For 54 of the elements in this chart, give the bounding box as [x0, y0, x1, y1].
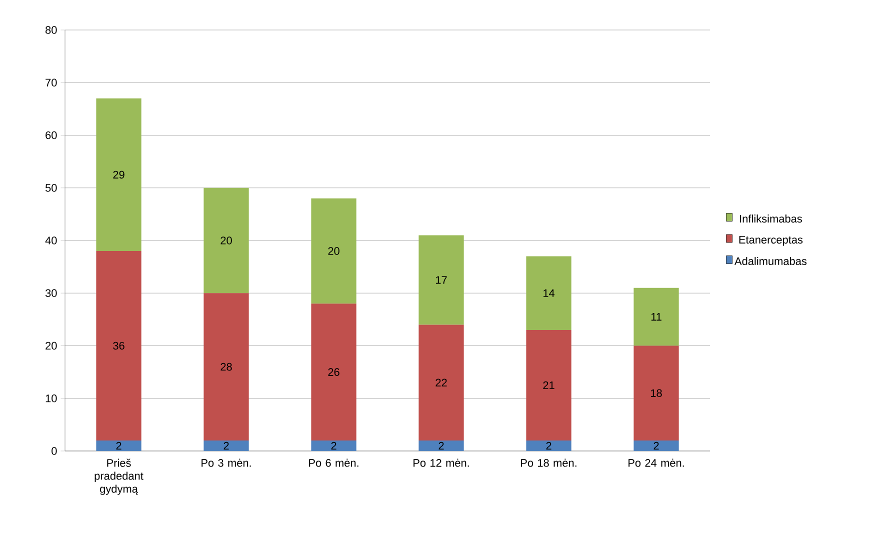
y-tick-label: 60: [46, 131, 57, 140]
legend-label: Infliksimabas: [740, 214, 802, 223]
x-tick-label: Po 3 mėn.: [202, 458, 251, 467]
bar: [311, 198, 356, 304]
data-label: 2: [224, 442, 229, 450]
bar: [96, 440, 142, 451]
x-tick-label: Po 12 mėn.: [414, 458, 469, 467]
bar: [418, 324, 464, 440]
bar: [204, 440, 249, 451]
bar: [526, 256, 572, 330]
y-tick-label: 70: [46, 78, 57, 86]
bar: [418, 235, 464, 325]
x-tick-label: Prieš pradedant gydymą: [94, 458, 144, 495]
legend-label: Etanerceptas: [739, 236, 803, 246]
y-tick-label: 40: [45, 236, 57, 244]
data-label: 21: [543, 381, 554, 390]
data-label: 2: [654, 442, 659, 450]
x-tick-label: Po 18 mėn.: [521, 458, 576, 467]
data-label: 17: [436, 276, 447, 284]
bar: [418, 440, 464, 451]
y-tick-label: 0: [52, 447, 57, 455]
data-label: 2: [331, 442, 336, 450]
bar: [526, 440, 572, 451]
bar: [204, 188, 249, 294]
bar: [96, 98, 142, 252]
data-label: 2: [546, 442, 552, 450]
data-label: 20: [328, 247, 340, 255]
data-label: 36: [113, 342, 124, 350]
data-label: 28: [220, 362, 232, 371]
y-tick-label: 80: [46, 26, 57, 34]
bar: [311, 440, 356, 451]
data-label: 18: [650, 389, 662, 397]
x-tick-label: Po 24 mėn.: [628, 458, 684, 467]
data-label: 29: [113, 170, 124, 179]
bar: [526, 330, 572, 440]
bar: [96, 251, 142, 440]
bar: [634, 288, 679, 346]
bar: [311, 304, 356, 440]
bar: [204, 293, 249, 440]
bar: [634, 440, 679, 451]
data-label: 2: [116, 442, 122, 450]
legend-label: Adalimumabas: [734, 256, 807, 266]
data-label: 2: [438, 442, 444, 450]
data-label: 22: [436, 378, 447, 386]
bar: [634, 346, 679, 440]
data-label: 14: [543, 289, 555, 297]
y-tick-label: 30: [45, 289, 57, 297]
y-tick-label: 10: [46, 394, 57, 402]
y-tick-label: 20: [46, 342, 57, 350]
x-tick-label: Po 6 mėn.: [309, 458, 358, 467]
data-label: 11: [651, 313, 662, 321]
data-label: 26: [328, 368, 340, 376]
data-label: 20: [220, 236, 232, 244]
y-tick-label: 50: [45, 184, 57, 192]
